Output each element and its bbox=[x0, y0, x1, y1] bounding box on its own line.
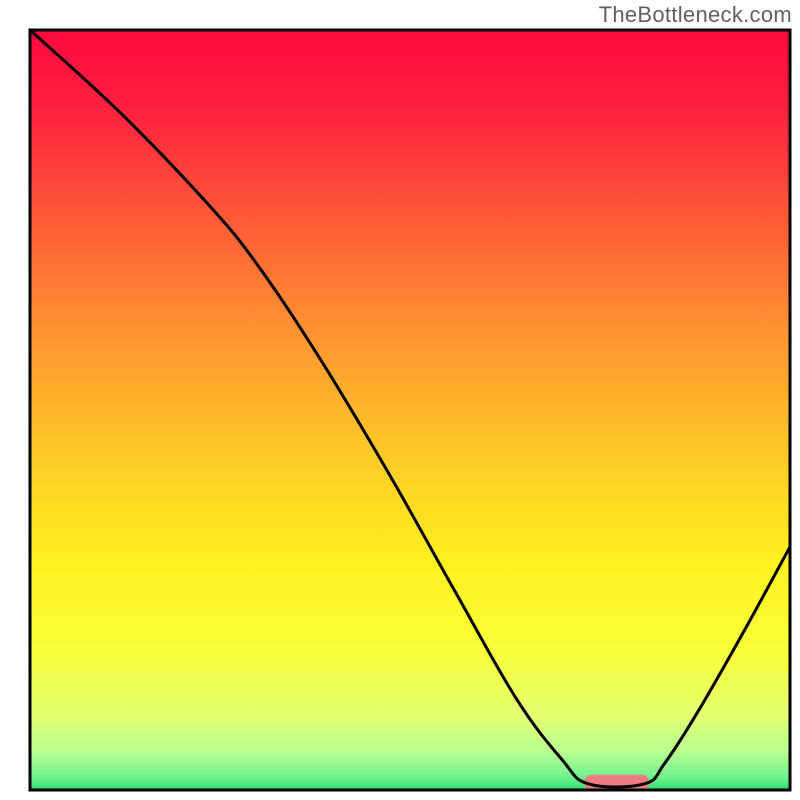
chart-container: TheBottleneck.com bbox=[0, 0, 800, 800]
watermark-text: TheBottleneck.com bbox=[599, 2, 792, 28]
chart-svg bbox=[0, 0, 800, 800]
plot-background bbox=[30, 30, 790, 790]
